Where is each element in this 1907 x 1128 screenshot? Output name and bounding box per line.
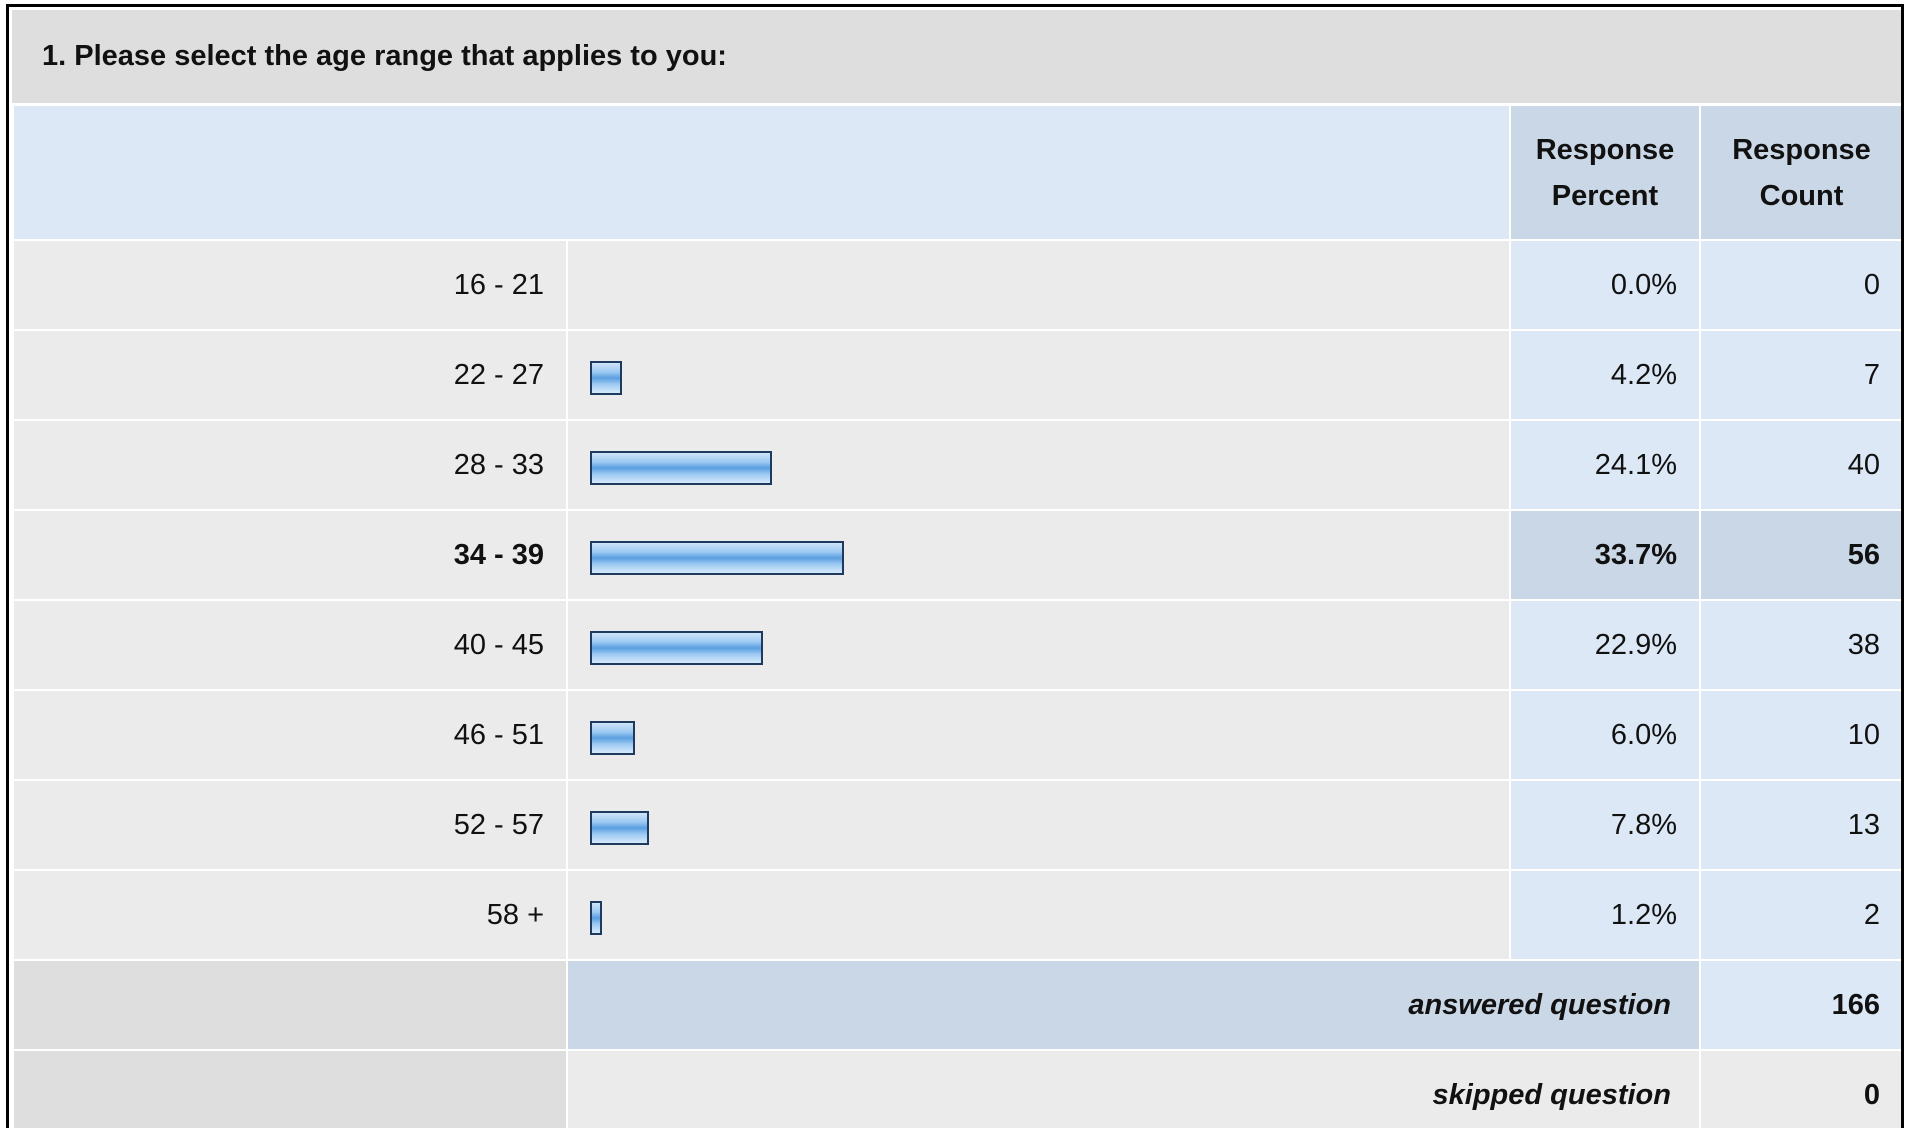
bar-cell	[566, 779, 1511, 871]
response-percent: 7.8%	[1509, 779, 1701, 871]
response-count: 13	[1699, 779, 1901, 871]
bar-cell	[566, 599, 1511, 691]
skipped-question-value: 0	[1699, 1049, 1901, 1128]
table-row: 28 - 33 24.1% 40	[12, 419, 1901, 511]
table-row: 58 + 1.2% 2	[12, 869, 1901, 961]
table-header-row: Response Percent Response Count	[12, 104, 1901, 241]
table-row: 16 - 21 0.0% 0	[12, 239, 1901, 331]
response-bar	[590, 541, 845, 575]
table-row: 40 - 45 22.9% 38	[12, 599, 1901, 691]
bar-cell	[566, 689, 1511, 781]
response-percent: 4.2%	[1509, 329, 1701, 421]
table-row: 34 - 39 33.7% 56	[12, 509, 1901, 601]
results-table: Response Percent Response Count 16 - 21 0…	[12, 104, 1901, 1128]
bar-cell	[566, 509, 1511, 601]
table-row: 52 - 57 7.8% 13	[12, 779, 1901, 871]
response-percent: 0.0%	[1509, 239, 1701, 331]
response-count: 40	[1699, 419, 1901, 511]
response-bar	[590, 811, 649, 845]
age-range-label: 28 - 33	[12, 419, 568, 511]
response-count: 10	[1699, 689, 1901, 781]
header-blank-cell	[12, 104, 1511, 241]
response-count-header: Response Count	[1699, 104, 1901, 241]
bar-cell	[566, 419, 1511, 511]
survey-results-panel: 1. Please select the age range that appl…	[6, 4, 1904, 1128]
age-range-label: 52 - 57	[12, 779, 568, 871]
bar-cell	[566, 329, 1511, 421]
age-range-label: 46 - 51	[12, 689, 568, 781]
response-bar	[590, 451, 772, 485]
table-row: 22 - 27 4.2% 7	[12, 329, 1901, 421]
response-bar	[590, 631, 763, 665]
summary-blank-cell	[12, 1049, 568, 1128]
age-range-label: 34 - 39	[12, 509, 568, 601]
response-percent: 6.0%	[1509, 689, 1701, 781]
response-percent: 1.2%	[1509, 869, 1701, 961]
answered-question-value: 166	[1699, 959, 1901, 1051]
age-range-label: 16 - 21	[12, 239, 568, 331]
bar-cell	[566, 239, 1511, 331]
response-count: 38	[1699, 599, 1901, 691]
skipped-question-label: skipped question	[566, 1049, 1701, 1128]
response-percent: 24.1%	[1509, 419, 1701, 511]
response-bar	[590, 901, 602, 935]
response-percent: 33.7%	[1509, 509, 1701, 601]
bar-cell	[566, 869, 1511, 961]
question-title: 1. Please select the age range that appl…	[12, 10, 1901, 103]
response-count: 56	[1699, 509, 1901, 601]
response-percent: 22.9%	[1509, 599, 1701, 691]
summary-blank-cell	[12, 959, 568, 1051]
age-range-label: 58 +	[12, 869, 568, 961]
response-bar	[590, 361, 622, 395]
response-percent-header: Response Percent	[1509, 104, 1701, 241]
skipped-question-row: skipped question 0	[12, 1049, 1901, 1128]
age-range-label: 40 - 45	[12, 599, 568, 691]
response-count: 7	[1699, 329, 1901, 421]
response-count: 2	[1699, 869, 1901, 961]
age-range-label: 22 - 27	[12, 329, 568, 421]
response-bar	[590, 721, 636, 755]
answered-question-row: answered question 166	[12, 959, 1901, 1051]
table-row: 46 - 51 6.0% 10	[12, 689, 1901, 781]
answered-question-label: answered question	[566, 959, 1701, 1051]
response-count: 0	[1699, 239, 1901, 331]
